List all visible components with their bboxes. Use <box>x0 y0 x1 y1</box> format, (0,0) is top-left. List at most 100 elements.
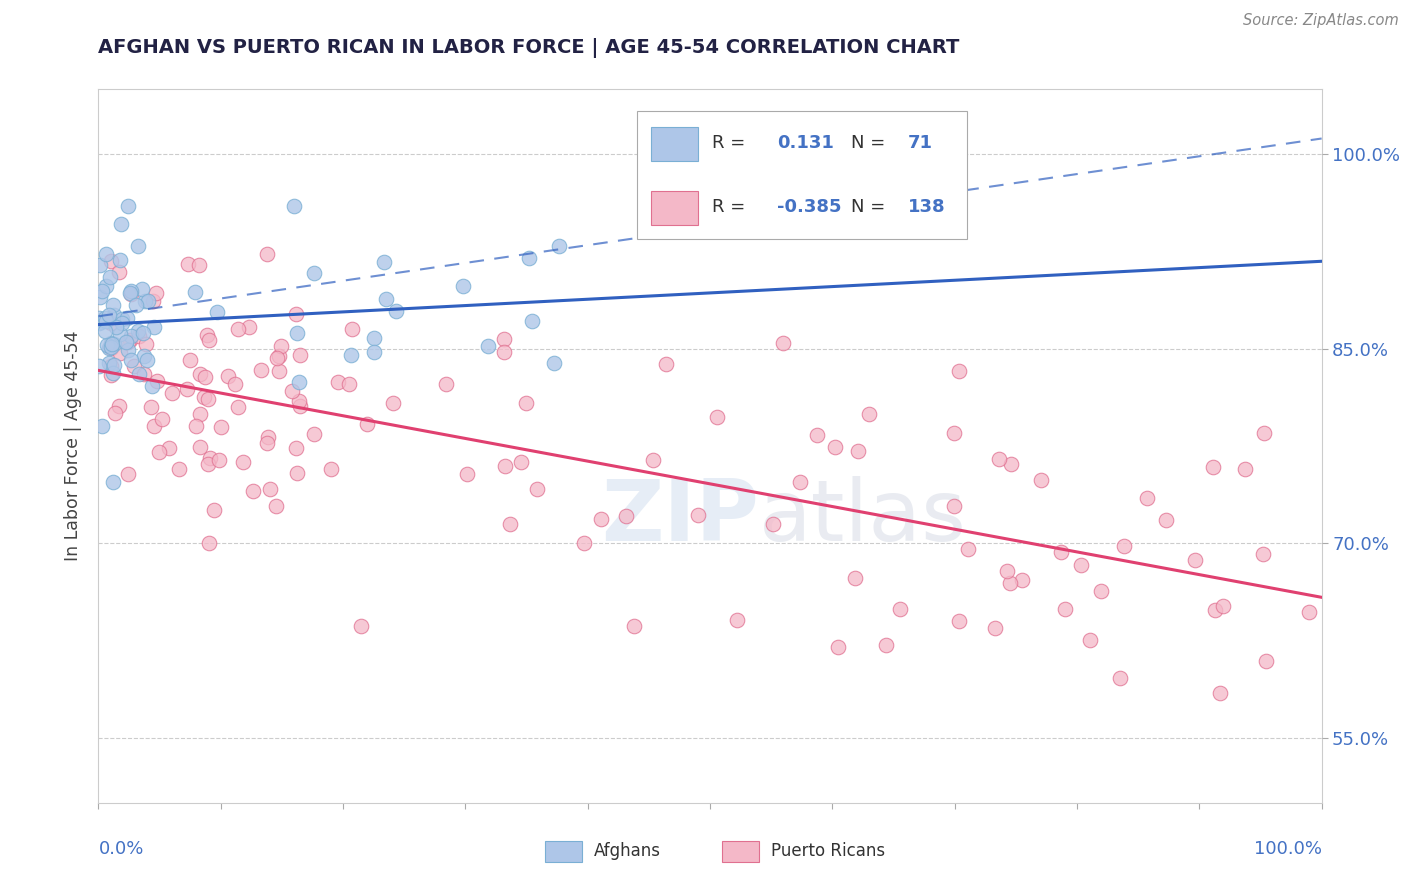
Point <box>134 294 156 309</box>
Point <box>948 614 970 628</box>
Point <box>120 284 142 298</box>
Point <box>100 341 122 355</box>
Point <box>256 436 278 450</box>
Point <box>224 377 246 392</box>
Point <box>589 512 612 526</box>
Point <box>943 499 966 513</box>
Point <box>654 358 676 372</box>
Text: N =: N = <box>851 135 884 153</box>
Point <box>875 638 897 652</box>
Point <box>132 367 155 381</box>
Point <box>120 287 142 301</box>
Point <box>340 348 363 362</box>
Point <box>257 430 280 444</box>
Point <box>1251 547 1274 561</box>
Point <box>1156 513 1178 527</box>
Point <box>110 253 132 268</box>
Text: R =: R = <box>713 198 745 216</box>
Text: ZIP: ZIP <box>602 475 759 559</box>
Point <box>238 320 260 334</box>
Point <box>285 441 308 455</box>
Point <box>184 419 207 434</box>
Point <box>515 396 537 410</box>
Point <box>643 453 665 467</box>
Point <box>267 349 290 363</box>
Point <box>1112 539 1135 553</box>
Point <box>1202 460 1225 475</box>
Point <box>259 482 281 496</box>
Point <box>188 440 211 454</box>
Point <box>98 308 121 322</box>
Point <box>141 401 163 415</box>
Point <box>249 363 271 377</box>
Point <box>89 258 111 272</box>
Point <box>789 475 811 490</box>
Point <box>824 440 846 454</box>
Point <box>494 458 516 473</box>
Point <box>957 541 980 556</box>
Text: R =: R = <box>713 135 745 153</box>
Point <box>288 348 311 362</box>
Point <box>1050 545 1073 559</box>
Point <box>363 331 385 345</box>
Point <box>89 315 111 329</box>
Point <box>1298 605 1320 619</box>
Point <box>706 410 728 425</box>
Text: Source: ZipAtlas.com: Source: ZipAtlas.com <box>1243 13 1399 29</box>
Point <box>1253 425 1275 440</box>
Point <box>510 455 533 469</box>
Point <box>89 359 111 373</box>
Point <box>150 412 173 426</box>
Point <box>889 601 911 615</box>
Point <box>91 285 114 299</box>
Point <box>1234 462 1257 476</box>
Point <box>616 508 638 523</box>
Point <box>264 500 287 514</box>
Point <box>193 390 215 404</box>
Point <box>943 425 966 440</box>
Point <box>725 613 748 627</box>
Point <box>288 394 311 409</box>
Point <box>117 310 139 325</box>
Point <box>1136 491 1159 506</box>
Text: 100.0%: 100.0% <box>1254 840 1322 858</box>
Point <box>98 355 121 369</box>
Point <box>128 329 150 343</box>
Point <box>995 565 1018 579</box>
Point <box>285 307 308 321</box>
Point <box>100 254 122 268</box>
Point <box>434 376 457 391</box>
Text: 71: 71 <box>908 135 934 153</box>
Point <box>135 337 157 351</box>
Point <box>100 340 122 354</box>
Point <box>342 321 364 335</box>
FancyBboxPatch shape <box>651 191 697 225</box>
Text: N =: N = <box>851 198 884 216</box>
FancyBboxPatch shape <box>723 840 759 862</box>
Point <box>1254 654 1277 668</box>
Text: 138: 138 <box>908 198 946 216</box>
Point <box>1000 457 1022 471</box>
Point <box>89 316 111 330</box>
Point <box>127 325 149 339</box>
Point <box>143 319 166 334</box>
Point <box>100 368 122 382</box>
Point <box>101 298 124 312</box>
Point <box>101 337 124 351</box>
Point <box>356 417 378 431</box>
Point <box>762 517 785 532</box>
Point <box>120 353 142 368</box>
Point <box>100 316 122 330</box>
Point <box>543 356 565 370</box>
Point <box>135 352 157 367</box>
Point <box>688 508 710 522</box>
Point <box>104 406 127 420</box>
FancyBboxPatch shape <box>637 111 967 239</box>
Point <box>373 255 395 269</box>
Point <box>148 445 170 459</box>
Point <box>184 285 207 300</box>
Point <box>520 314 543 328</box>
Point <box>304 427 326 442</box>
Point <box>772 335 794 350</box>
Point <box>228 321 250 335</box>
